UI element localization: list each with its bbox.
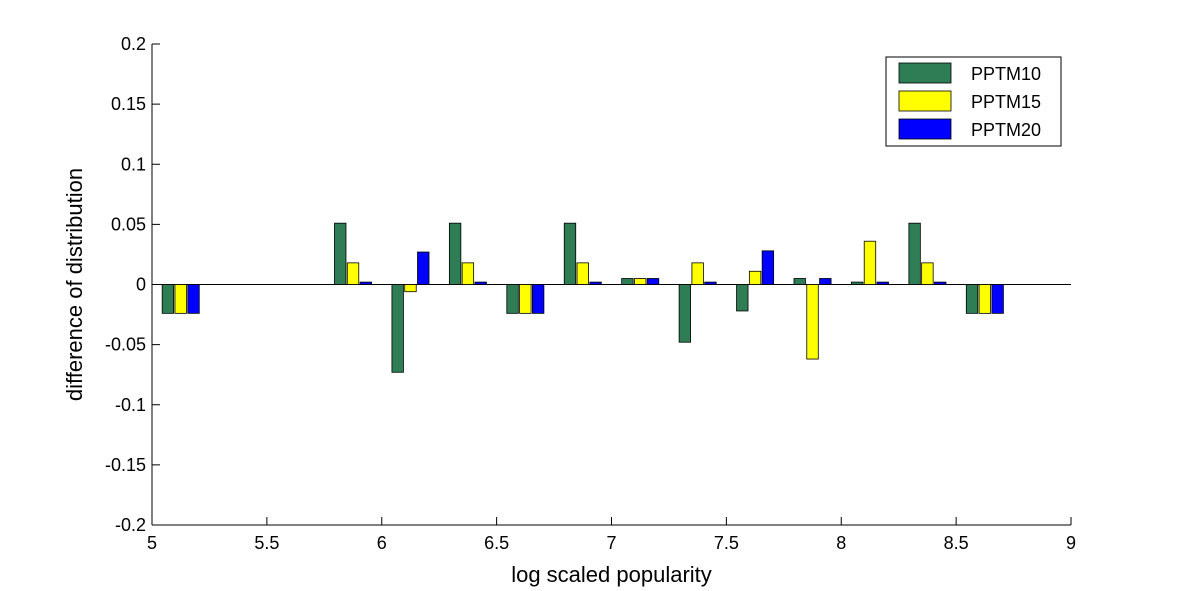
y-tick-label: 0.2 xyxy=(121,34,146,54)
bar-pptm10 xyxy=(965,284,979,314)
x-tick-label: 8.5 xyxy=(944,533,969,553)
y-tick-label: 0.15 xyxy=(111,94,146,114)
x-ticks: 5 5.5 6 6.5 7 7.5 8 8.5 9 xyxy=(147,517,1076,553)
bars-group xyxy=(161,222,1004,373)
x-tick-label: 6.5 xyxy=(484,533,509,553)
bar-pptm10 xyxy=(391,284,404,373)
bar-pptm10 xyxy=(793,278,806,285)
bar-pptm15 xyxy=(691,262,704,285)
x-tick-label: 6 xyxy=(377,533,387,553)
bar-pptm15 xyxy=(519,284,532,314)
y-tick-label: -0.15 xyxy=(105,455,146,475)
legend-label: PPTM20 xyxy=(971,120,1041,140)
legend-swatch xyxy=(898,90,952,112)
bar-pptm15 xyxy=(404,284,417,293)
bar-pptm15 xyxy=(863,240,877,285)
bar-pptm10 xyxy=(334,222,347,285)
bar-pptm20 xyxy=(646,278,660,285)
bar-pptm20 xyxy=(359,281,372,285)
y-tick-label: 0.05 xyxy=(111,214,146,234)
bar-pptm10 xyxy=(851,281,864,285)
x-axis-label: log scaled popularity xyxy=(511,562,712,587)
y-tick-label: -0.2 xyxy=(115,515,146,535)
bar-pptm10 xyxy=(621,278,634,285)
bar-pptm15 xyxy=(748,270,762,285)
bar-pptm20 xyxy=(187,284,200,314)
bar-pptm20 xyxy=(704,281,717,285)
x-tick-label: 8 xyxy=(836,533,846,553)
bar-pptm20 xyxy=(991,284,1004,314)
legend: PPTM10 PPTM15 PPTM20 xyxy=(885,56,1062,147)
bar-pptm20 xyxy=(819,278,832,285)
bar-pptm15 xyxy=(634,278,647,285)
bar-pptm10 xyxy=(563,222,577,285)
bar-pptm15 xyxy=(921,262,934,285)
bar-pptm15 xyxy=(346,262,360,285)
legend-label: PPTM10 xyxy=(971,64,1041,84)
bar-pptm20 xyxy=(417,251,430,285)
bar-pptm20 xyxy=(474,281,487,285)
bar-pptm10 xyxy=(736,284,749,312)
bar-pptm20 xyxy=(589,281,602,285)
bar-pptm15 xyxy=(174,284,187,314)
y-tick-label: -0.05 xyxy=(105,335,146,355)
x-tick-label: 7 xyxy=(606,533,616,553)
y-axis-label: difference of distribution xyxy=(62,168,87,401)
x-tick-label: 5 xyxy=(147,533,157,553)
bar-pptm10 xyxy=(161,284,175,314)
y-tick-label: 0.1 xyxy=(121,154,146,174)
y-tick-label: 0 xyxy=(136,275,146,295)
bar-pptm20 xyxy=(934,281,947,285)
y-tick-label: -0.1 xyxy=(115,395,146,415)
x-tick-label: 7.5 xyxy=(714,533,739,553)
legend-swatch xyxy=(898,118,952,140)
legend-label: PPTM15 xyxy=(971,92,1041,112)
x-tick-label: 5.5 xyxy=(254,533,279,553)
legend-swatch xyxy=(898,62,952,84)
bar-pptm10 xyxy=(908,222,921,285)
bar-pptm10 xyxy=(506,284,519,314)
bar-pptm10 xyxy=(448,222,462,285)
y-ticks: 0.2 0.15 0.1 0.05 0 -0.05 -0.1 -0.15 -0.2 xyxy=(105,34,160,535)
bar-pptm20 xyxy=(876,281,889,285)
bar-pptm15 xyxy=(461,262,475,285)
bar-pptm15 xyxy=(978,284,991,314)
x-tick-label: 9 xyxy=(1066,533,1076,553)
bar-pptm20 xyxy=(761,250,775,285)
bar-pptm15 xyxy=(576,262,589,285)
bar-pptm20 xyxy=(531,284,545,314)
bar-pptm15 xyxy=(806,284,819,360)
bar-pptm10 xyxy=(678,284,692,343)
plot-area: 5 5.5 6 6.5 7 7.5 8 8.5 9 0.2 0.15 0.1 0.05 0 -0.05 -0… xyxy=(105,34,1076,553)
